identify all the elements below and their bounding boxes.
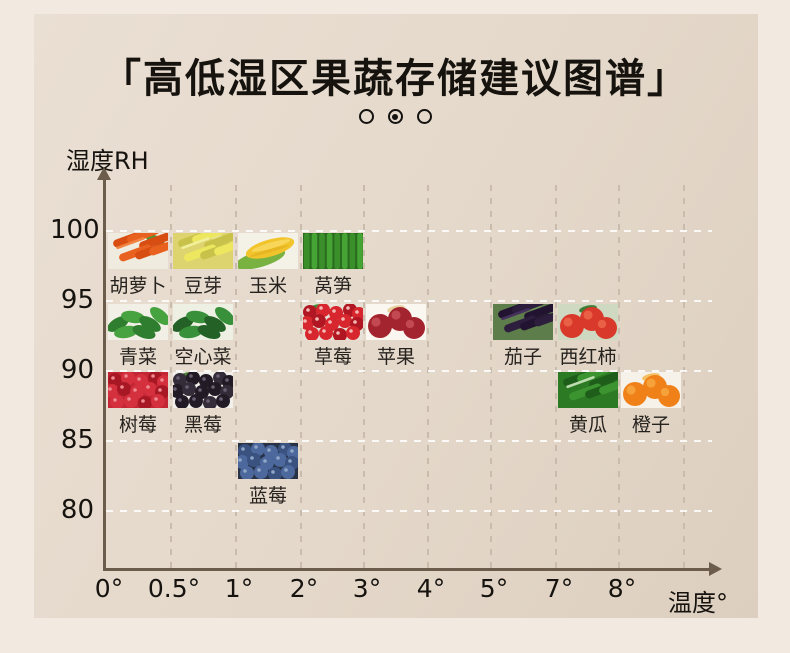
chart-item-蓝莓: 蓝莓	[238, 443, 298, 507]
carousel-dot-2[interactable]	[387, 109, 403, 124]
x-axis-line	[103, 568, 711, 571]
item-photo-icon	[108, 304, 168, 340]
item-label: 空心菜	[174, 346, 232, 368]
gridline-vertical	[300, 185, 302, 568]
item-label: 青菜	[118, 346, 157, 368]
chart-item-茄子: 茄子	[493, 304, 553, 368]
gridline-horizontal	[106, 370, 712, 372]
item-photo-icon	[238, 233, 298, 269]
chart-item-苹果: 苹果	[366, 304, 426, 368]
item-photo-icon	[173, 304, 233, 340]
chart-item-黄瓜: 黄瓜	[558, 372, 618, 436]
gridline-vertical	[363, 185, 365, 568]
chart-item-青菜: 青菜	[108, 304, 168, 368]
item-label: 黑莓	[183, 414, 222, 436]
x-tick-label: 0.5°	[147, 574, 201, 603]
item-photo-icon	[366, 304, 426, 340]
y-tick-label: 100	[50, 215, 100, 245]
chart-item-空心菜: 空心菜	[173, 304, 233, 368]
x-tick-label: 8°	[607, 574, 637, 603]
x-tick-label: 3°	[352, 574, 382, 603]
carousel-dots	[0, 109, 790, 124]
page-title: 「高低湿区果蔬存储建议图谱」	[101, 56, 689, 102]
item-photo-icon	[108, 372, 168, 408]
item-label: 莴笋	[313, 275, 352, 297]
gridline-vertical	[618, 185, 620, 568]
gridline-vertical	[490, 185, 492, 568]
item-label: 胡萝卜	[109, 275, 167, 297]
chart-item-玉米: 玉米	[238, 233, 298, 297]
item-label: 玉米	[248, 275, 287, 297]
item-photo-icon	[173, 233, 233, 269]
y-axis-line	[103, 178, 106, 570]
item-photo-icon	[303, 233, 363, 269]
gridline-horizontal	[106, 510, 712, 512]
y-tick-label: 85	[60, 425, 94, 455]
item-label: 豆芽	[183, 275, 222, 297]
y-tick-label: 95	[60, 285, 94, 315]
item-label: 西红柿	[559, 346, 617, 368]
item-label: 茄子	[503, 346, 542, 368]
chart-item-橙子: 橙子	[621, 372, 681, 436]
item-label: 草莓	[313, 346, 352, 368]
item-photo-icon	[108, 233, 168, 269]
item-photo-icon	[303, 304, 363, 340]
chart-item-豆芽: 豆芽	[173, 233, 233, 297]
x-tick-label: 0°	[94, 574, 124, 603]
chart-item-胡萝卜: 胡萝卜	[108, 233, 168, 297]
item-label: 蓝莓	[248, 485, 287, 507]
gridline-horizontal	[106, 300, 712, 302]
gridline-horizontal	[106, 230, 712, 232]
chart-item-西红柿: 西红柿	[558, 304, 618, 368]
carousel-dot-1[interactable]	[358, 109, 374, 124]
chart-item-草莓: 草莓	[303, 304, 363, 368]
chart-item-树莓: 树莓	[108, 372, 168, 436]
item-label: 树莓	[118, 414, 157, 436]
temperature-axis-label: 温度°	[668, 589, 728, 617]
x-tick-label: 2°	[289, 574, 319, 603]
item-photo-icon	[238, 443, 298, 479]
y-axis-arrow-icon	[97, 167, 111, 180]
chart-item-黑莓: 黑莓	[173, 372, 233, 436]
gridline-vertical	[683, 185, 685, 568]
y-tick-label: 80	[60, 495, 94, 525]
gridline-horizontal	[106, 440, 712, 442]
x-tick-label: 1°	[224, 574, 254, 603]
gridline-vertical	[235, 185, 237, 568]
y-tick-label: 90	[60, 355, 94, 385]
item-photo-icon	[558, 304, 618, 340]
item-photo-icon	[621, 372, 681, 408]
item-photo-icon	[558, 372, 618, 408]
item-label: 橙子	[631, 414, 670, 436]
chart-item-莴笋: 莴笋	[303, 233, 363, 297]
x-axis-arrow-icon	[709, 562, 722, 576]
x-tick-label: 4°	[416, 574, 446, 603]
gridline-vertical	[555, 185, 557, 568]
x-tick-label: 5°	[479, 574, 509, 603]
item-photo-icon	[173, 372, 233, 408]
gridline-vertical	[170, 185, 172, 568]
item-label: 苹果	[376, 346, 415, 368]
carousel-dot-3[interactable]	[416, 109, 432, 124]
gridline-vertical	[427, 185, 429, 568]
item-label: 黄瓜	[568, 414, 607, 436]
x-tick-label: 7°	[544, 574, 574, 603]
item-photo-icon	[493, 304, 553, 340]
